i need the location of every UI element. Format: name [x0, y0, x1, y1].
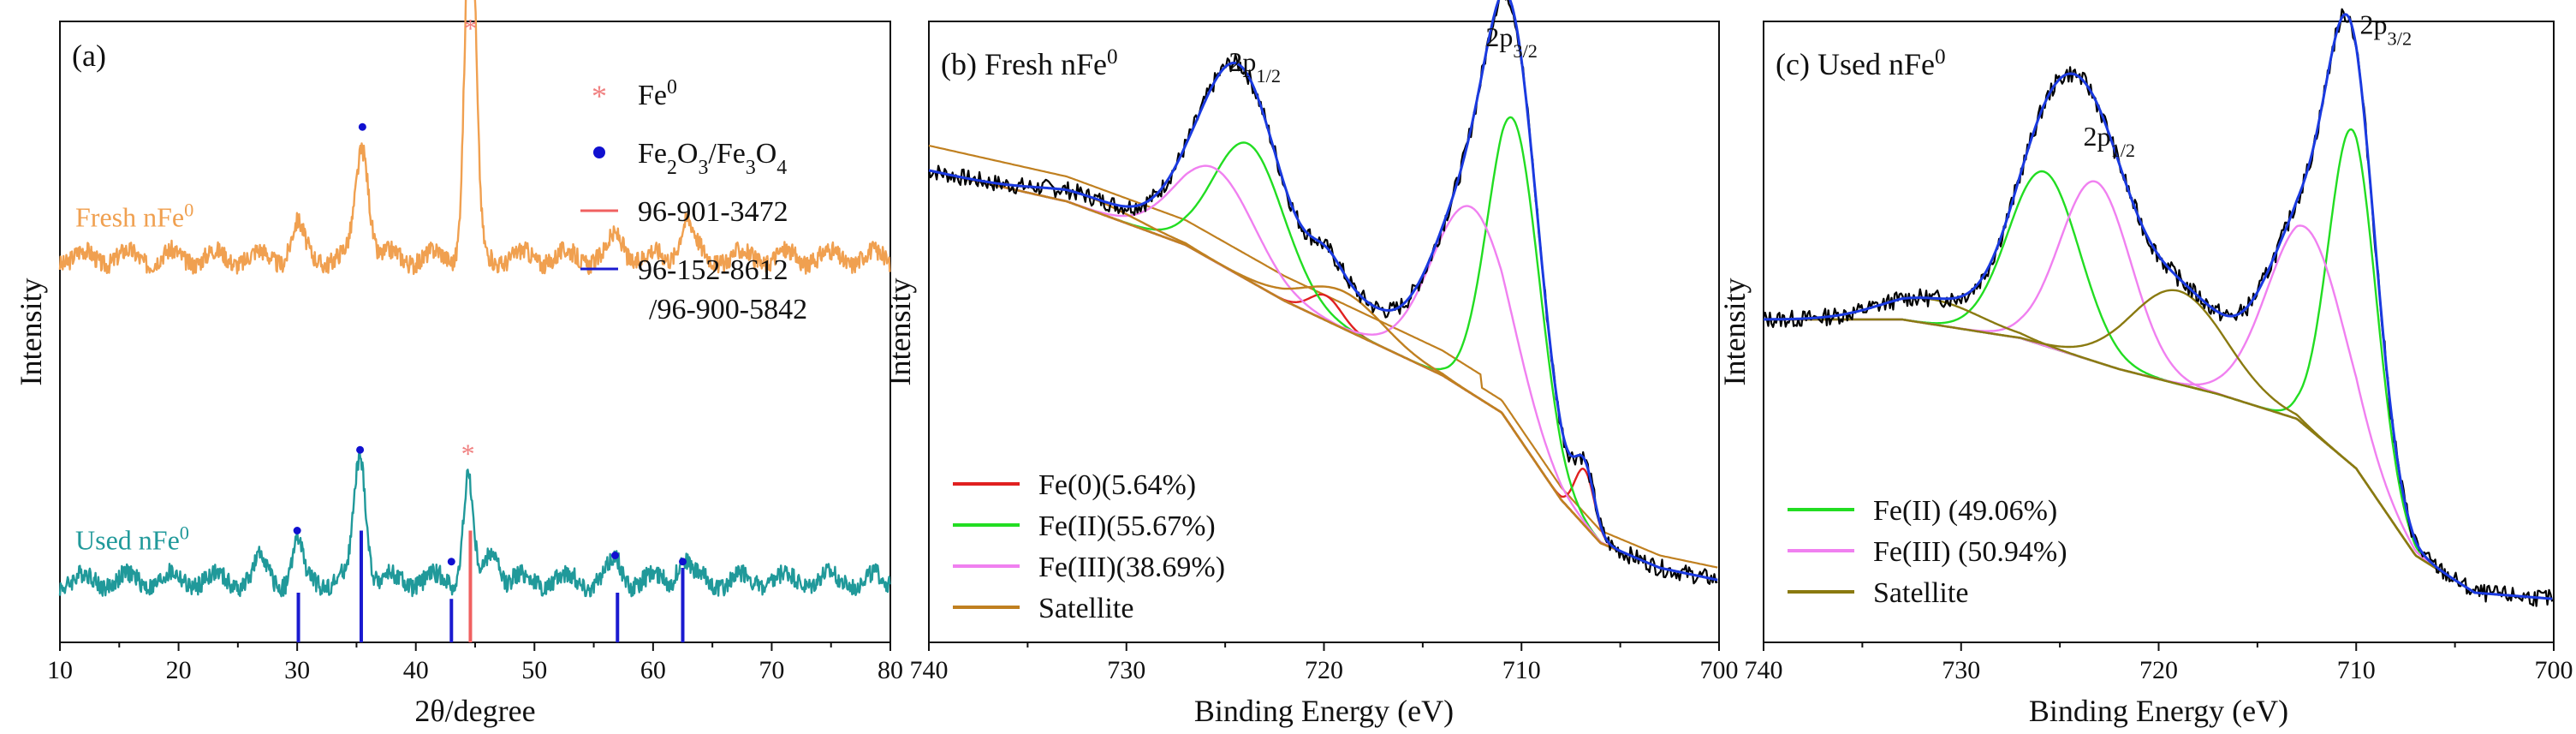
x-tick-label: 730 — [1107, 656, 1145, 684]
panel-title: (c) Used nFe0 — [1776, 45, 1946, 82]
panel-c: 740 730 720 710 700 Binding Energy (eV) Intens… — [1717, 8, 2573, 728]
x-tick-label: 710 — [1502, 656, 1541, 684]
oxide-marker — [611, 552, 620, 559]
x-tick-label: 710 — [2337, 656, 2376, 684]
panel-b: 740 730 720 710 700 Binding Energy (eV) Intens… — [883, 0, 1739, 728]
legend-label-ref1: 96-901-3472 — [638, 196, 788, 228]
x-tick-label: 740 — [910, 656, 949, 684]
x-tick-label: 20 — [166, 656, 192, 684]
peak-label: 2p3/2 — [1485, 21, 1538, 62]
xrd-series-line — [58, 449, 891, 598]
fe0-marker: * — [461, 439, 475, 469]
legend-label-ref2b: /96-900-5842 — [649, 294, 807, 325]
x-tick-label: 740 — [1745, 656, 1783, 684]
x-axis-label: 2θ/degree — [414, 694, 535, 728]
x-axis-label: Binding Energy (eV) — [1194, 694, 1454, 728]
series-label: Used nFe0 — [75, 522, 189, 556]
component-peak-curve — [1764, 170, 2553, 600]
legend-label: Fe(III) (50.94%) — [1873, 536, 2067, 568]
legend-label-ref2: 96-152-8612 — [638, 254, 788, 286]
x-tick-label: 80 — [878, 656, 903, 684]
panel-title: (b) Fresh nFe0 — [941, 45, 1118, 82]
satellite-baseline — [928, 144, 1718, 569]
oxide-marker — [293, 527, 301, 534]
legend-label: Satellite — [1873, 577, 1968, 609]
panel-a: 10 20 30 40 50 60 70 80 2θ/degree Intensity (a) Fre… — [14, 0, 903, 728]
x-tick-label: 60 — [640, 656, 666, 684]
peak-label: 2p1/2 — [2084, 121, 2136, 161]
x-tick-label: 30 — [284, 656, 310, 684]
x-tick-label: 700 — [2535, 656, 2573, 684]
x-tick-label: 720 — [1305, 656, 1343, 684]
x-tick-label: 730 — [1942, 656, 1980, 684]
oxide-marker — [679, 558, 687, 566]
fit-envelope-line — [1764, 13, 2553, 600]
peak-label: 2p1/2 — [1229, 46, 1281, 87]
fit-envelope-line — [928, 0, 1718, 582]
component-peak-curve — [1764, 128, 2553, 600]
x-tick-label: 40 — [403, 656, 429, 684]
x-tick-label: 700 — [1700, 656, 1739, 684]
x-axis-label: Binding Energy (eV) — [2029, 694, 2288, 728]
y-axis-label: Intensity — [1717, 278, 1752, 386]
legend-label: Fe(0)(5.64%) — [1038, 469, 1196, 501]
fe0-marker: * — [463, 13, 477, 44]
panel-label: (a) — [72, 39, 106, 73]
oxide-marker — [356, 445, 365, 454]
legend-label: Fe(II)(55.67%) — [1038, 510, 1216, 542]
x-tick-label: 50 — [521, 656, 547, 684]
x-tick-label: 10 — [47, 656, 73, 684]
x-tick-label: 70 — [759, 656, 784, 684]
y-axis-label: Intensity — [14, 278, 48, 386]
legend-label-fe0: Fe0 — [638, 76, 677, 111]
plot-frame — [928, 21, 1720, 643]
peak-label: 2p3/2 — [2360, 9, 2412, 50]
legend-label: Fe(III)(38.69%) — [1038, 552, 1225, 583]
series-label: Fresh nFe0 — [75, 199, 193, 233]
oxide-marker — [447, 558, 455, 566]
y-axis-label: Intensity — [883, 278, 917, 386]
legend-label-oxide: Fe2O3/Fe3O4 — [638, 138, 787, 179]
legend-star: * — [592, 79, 607, 113]
xrd-series-line — [58, 0, 891, 276]
x-tick-label: 720 — [2139, 656, 2178, 684]
oxide-marker — [358, 122, 366, 131]
legend-dot — [593, 146, 605, 158]
legend-label: Fe(II) (49.06%) — [1873, 495, 2057, 527]
legend-label: Satellite — [1038, 593, 1133, 624]
